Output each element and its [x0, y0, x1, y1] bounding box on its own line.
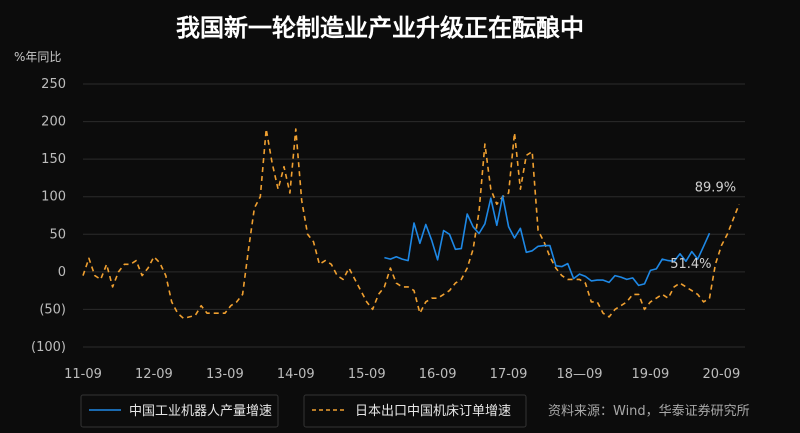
y-tick-label: 150: [41, 152, 66, 167]
y-tick-label: 250: [41, 77, 66, 92]
legend-label-robot: 中国工业机器人产量增速: [129, 404, 272, 419]
chart-title: 我国新一轮制造业产业升级正在酝酿中: [176, 14, 584, 42]
y-tick-label: 100: [41, 190, 66, 205]
x-tick-layer: 11-09 12-09 13-09 14-09 15-09 16-09 17-09 18—09…: [64, 367, 740, 382]
source-note: 资料来源：Wind，华泰证券研究所: [548, 403, 750, 419]
x-tick-label: 13-09: [206, 367, 244, 382]
x-tick-label: 20-09: [702, 367, 740, 382]
end-label-robot: 51.4%: [670, 257, 711, 272]
y-tick-label: 0: [58, 265, 66, 280]
annotation-layer: 89.9% 51.4%: [670, 180, 736, 272]
legend-label-japan: 日本出口中国机床订单增速: [355, 404, 511, 419]
series-line-japan: [82, 128, 740, 320]
y-tick-label: (50): [39, 302, 66, 317]
y-tick-label: (100): [31, 340, 66, 355]
y-tick-label: 50: [49, 227, 66, 242]
y-tick-layer: 250 200 150 100 50 0 (50) (100): [31, 77, 66, 355]
x-tick-label: 19-09: [632, 367, 670, 382]
y-unit-label: %年同比: [14, 50, 61, 64]
x-tick-label: 18—09: [556, 367, 602, 382]
y-tick-label: 200: [41, 115, 66, 130]
grid-layer: [83, 83, 745, 348]
legend-box-japan: [303, 394, 527, 428]
x-tick-label: 11-09: [64, 367, 102, 382]
x-tick-label: 16-09: [419, 367, 457, 382]
legend-box-robot: [80, 394, 279, 428]
x-tick-label: 15-09: [348, 367, 386, 382]
x-tick-label: 14-09: [277, 367, 315, 382]
x-tick-label: 17-09: [490, 367, 528, 382]
series-line-robot: [384, 195, 711, 287]
end-label-japan: 89.9%: [695, 180, 736, 195]
x-tick-label: 12-09: [135, 367, 173, 382]
series-layer: [82, 128, 740, 320]
